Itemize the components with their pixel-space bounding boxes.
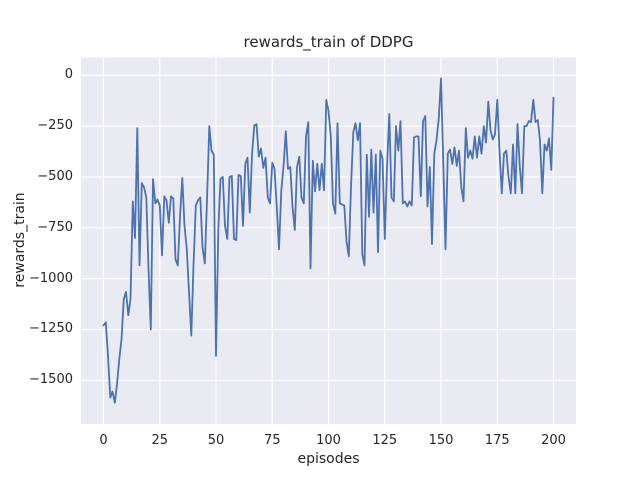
x-tick-label: 200 [541,433,566,448]
x-tick-label: 175 [484,433,510,448]
chart-title: rewards_train of DDPG [243,33,414,51]
line-series [102,77,555,404]
y-tick-label: −250 [37,118,73,134]
y-tick-label: −750 [37,219,73,235]
y-tick-label: −1000 [29,270,73,286]
x-tick-label: 0 [99,433,108,448]
x-tick-label: 25 [151,433,169,448]
x-tick-label: 50 [207,433,225,448]
x-tick-label: 150 [428,433,454,448]
x-tick-label: 125 [372,433,398,448]
x-tick-label: 100 [316,433,341,448]
x-tick-label: 75 [263,433,281,448]
y-tick-label: −1250 [29,321,73,337]
y-tick-label: −1500 [29,372,73,388]
y-tick-label: 0 [64,67,73,83]
y-tick-label: −500 [37,169,73,185]
x-axis-label: episodes [297,451,360,467]
